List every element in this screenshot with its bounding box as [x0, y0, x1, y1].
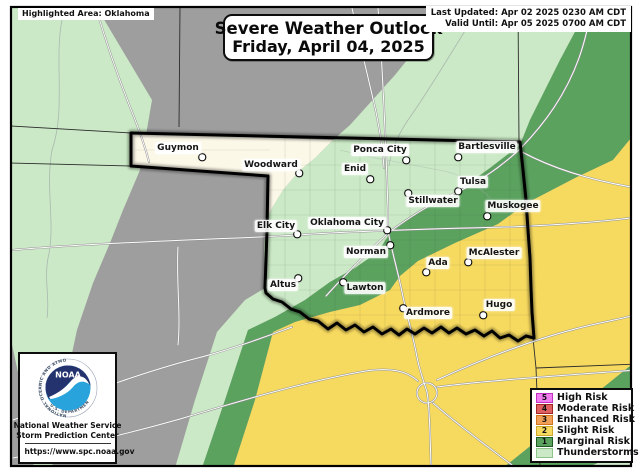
thunderstorm-region-west [12, 8, 152, 465]
issuance-times-box: Last Updated: Apr 02 2025 0230 AM CDT Va… [425, 6, 631, 32]
spc-url-text: https://www.spc.noaa.gov [24, 443, 134, 456]
city-label-muskogee: Muskogee [485, 200, 541, 212]
legend-swatch: 3 [536, 415, 553, 425]
legend-row-slight-risk: 2 Slight Risk [536, 426, 627, 436]
legend-row-marginal-risk: 1 Marginal Risk [536, 436, 630, 447]
city-label-lawton: Lawton [344, 282, 386, 294]
city-label-oklahoma-city: Oklahoma City [308, 217, 386, 229]
city-label-norman: Norman [343, 246, 389, 258]
city-marker-hugo [479, 311, 487, 319]
city-marker-elk-city [293, 230, 301, 238]
risk-legend: 5 High Risk 4 Moderate Risk 3 Enhanced Risk 2 S… [530, 388, 639, 463]
legend-swatch: 5 [536, 393, 553, 403]
city-label-ada: Ada [426, 257, 450, 269]
legend-row-enhanced-risk: 3 Enhanced Risk [536, 415, 635, 425]
city-label-enid: Enid [341, 163, 369, 175]
legend-swatch: 4 [536, 404, 553, 414]
city-label-tulsa: Tulsa [457, 176, 489, 188]
city-label-altus: Altus [267, 279, 299, 291]
city-label-stillwater: Stillwater [406, 195, 460, 207]
city-label-hugo: Hugo [483, 299, 515, 311]
marginal-risk-region [203, 8, 630, 465]
city-label-bartlesville: Bartlesville [456, 141, 518, 153]
svg-text:NOAA: NOAA [55, 371, 81, 380]
legend-row-high-risk: 5 High Risk [536, 393, 627, 403]
city-marker-altus [294, 274, 302, 282]
city-marker-tulsa [454, 187, 462, 195]
city-label-ardmore: Ardmore [404, 307, 452, 319]
slight-risk-region [233, 139, 630, 465]
legend-label: Marginal Risk [557, 436, 630, 447]
legend-label: High Risk [557, 392, 608, 403]
city-marker-ada [422, 268, 430, 276]
page-title: Severe Weather Outlook [214, 19, 443, 38]
thunderstorm-region-central [175, 8, 588, 465]
city-label-elk-city: Elk City [254, 220, 298, 232]
legend-swatch: 2 [536, 426, 553, 436]
oklahoma-state-border [129, 131, 536, 343]
city-marker-muskogee [483, 212, 491, 220]
legend-row-moderate-risk: 4 Moderate Risk [536, 404, 634, 414]
no-risk-region-oklahoma [131, 133, 333, 220]
page-subtitle-date: Friday, April 04, 2025 [232, 37, 425, 56]
city-label-guymon: Guymon [155, 142, 201, 154]
last-updated-text: Last Updated: Apr 02 2025 0230 AM CDT [430, 8, 626, 18]
city-marker-enid [366, 175, 374, 183]
legend-label: Moderate Risk [557, 403, 635, 414]
title-box: Severe Weather Outlook Friday, April 04,… [215, 14, 442, 61]
legend-label: Slight Risk [557, 425, 615, 436]
noaa-logo: NATIONAL OCEANIC AND ATMOSPHERIC ADMINIS… [37, 357, 97, 418]
legend-label: Thunderstorms [557, 447, 639, 458]
valid-until-text: Valid Until: Apr 05 2025 0700 AM CDT [445, 19, 626, 29]
city-marker-oklahoma-city [383, 226, 391, 234]
city-marker-bartlesville [454, 153, 462, 161]
city-marker-norman [386, 241, 394, 249]
city-marker-ponca-city [402, 156, 410, 164]
legend-row-thunderstorms: Thunderstorms [536, 448, 639, 458]
org-name-line1: National Weather Service [13, 421, 122, 430]
highlighted-area-label: Highlighted Area: Oklahoma [18, 8, 154, 20]
attribution-box: NATIONAL OCEANIC AND ATMOSPHERIC ADMINIS… [14, 352, 134, 464]
city-label-mcalester: McAlester [466, 247, 522, 259]
county-lines [135, 133, 534, 341]
city-marker-guymon [198, 153, 206, 161]
org-name-line2: Storm Prediction Center [16, 430, 119, 440]
city-label-woodward: Woodward [242, 159, 300, 171]
map-frame [9, 5, 633, 468]
city-label-ponca-city: Ponca City [351, 144, 409, 156]
neighbor-state-borders [12, 8, 630, 465]
city-marker-mcalester [464, 258, 472, 266]
legend-swatch: 1 [536, 437, 553, 447]
legend-label: Enhanced Risk [557, 414, 635, 425]
legend-swatch [536, 448, 553, 458]
